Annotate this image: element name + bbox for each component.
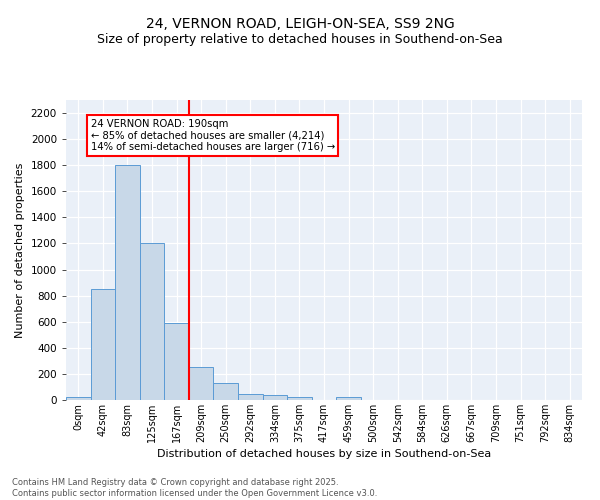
Bar (164, 323, 189, 400)
Bar (263, 396, 287, 400)
Bar (238, 394, 263, 400)
Bar (115, 165, 140, 400)
Bar (91, 289, 115, 400)
Y-axis label: Number of detached properties: Number of detached properties (15, 162, 25, 338)
X-axis label: Distribution of detached houses by size in Southend-on-Sea: Distribution of detached houses by size … (157, 449, 491, 459)
Bar (140, 244, 164, 400)
Bar (336, 398, 361, 400)
Bar (287, 396, 312, 400)
Bar (214, 383, 238, 400)
Bar (189, 366, 214, 400)
Text: 24 VERNON ROAD: 190sqm
← 85% of detached houses are smaller (4,214)
14% of semi-: 24 VERNON ROAD: 190sqm ← 85% of detached… (91, 119, 335, 152)
Text: Contains HM Land Registry data © Crown copyright and database right 2025.
Contai: Contains HM Land Registry data © Crown c… (12, 478, 377, 498)
Text: Size of property relative to detached houses in Southend-on-Sea: Size of property relative to detached ho… (97, 32, 503, 46)
Text: 24, VERNON ROAD, LEIGH-ON-SEA, SS9 2NG: 24, VERNON ROAD, LEIGH-ON-SEA, SS9 2NG (146, 18, 454, 32)
Bar (66, 396, 91, 400)
